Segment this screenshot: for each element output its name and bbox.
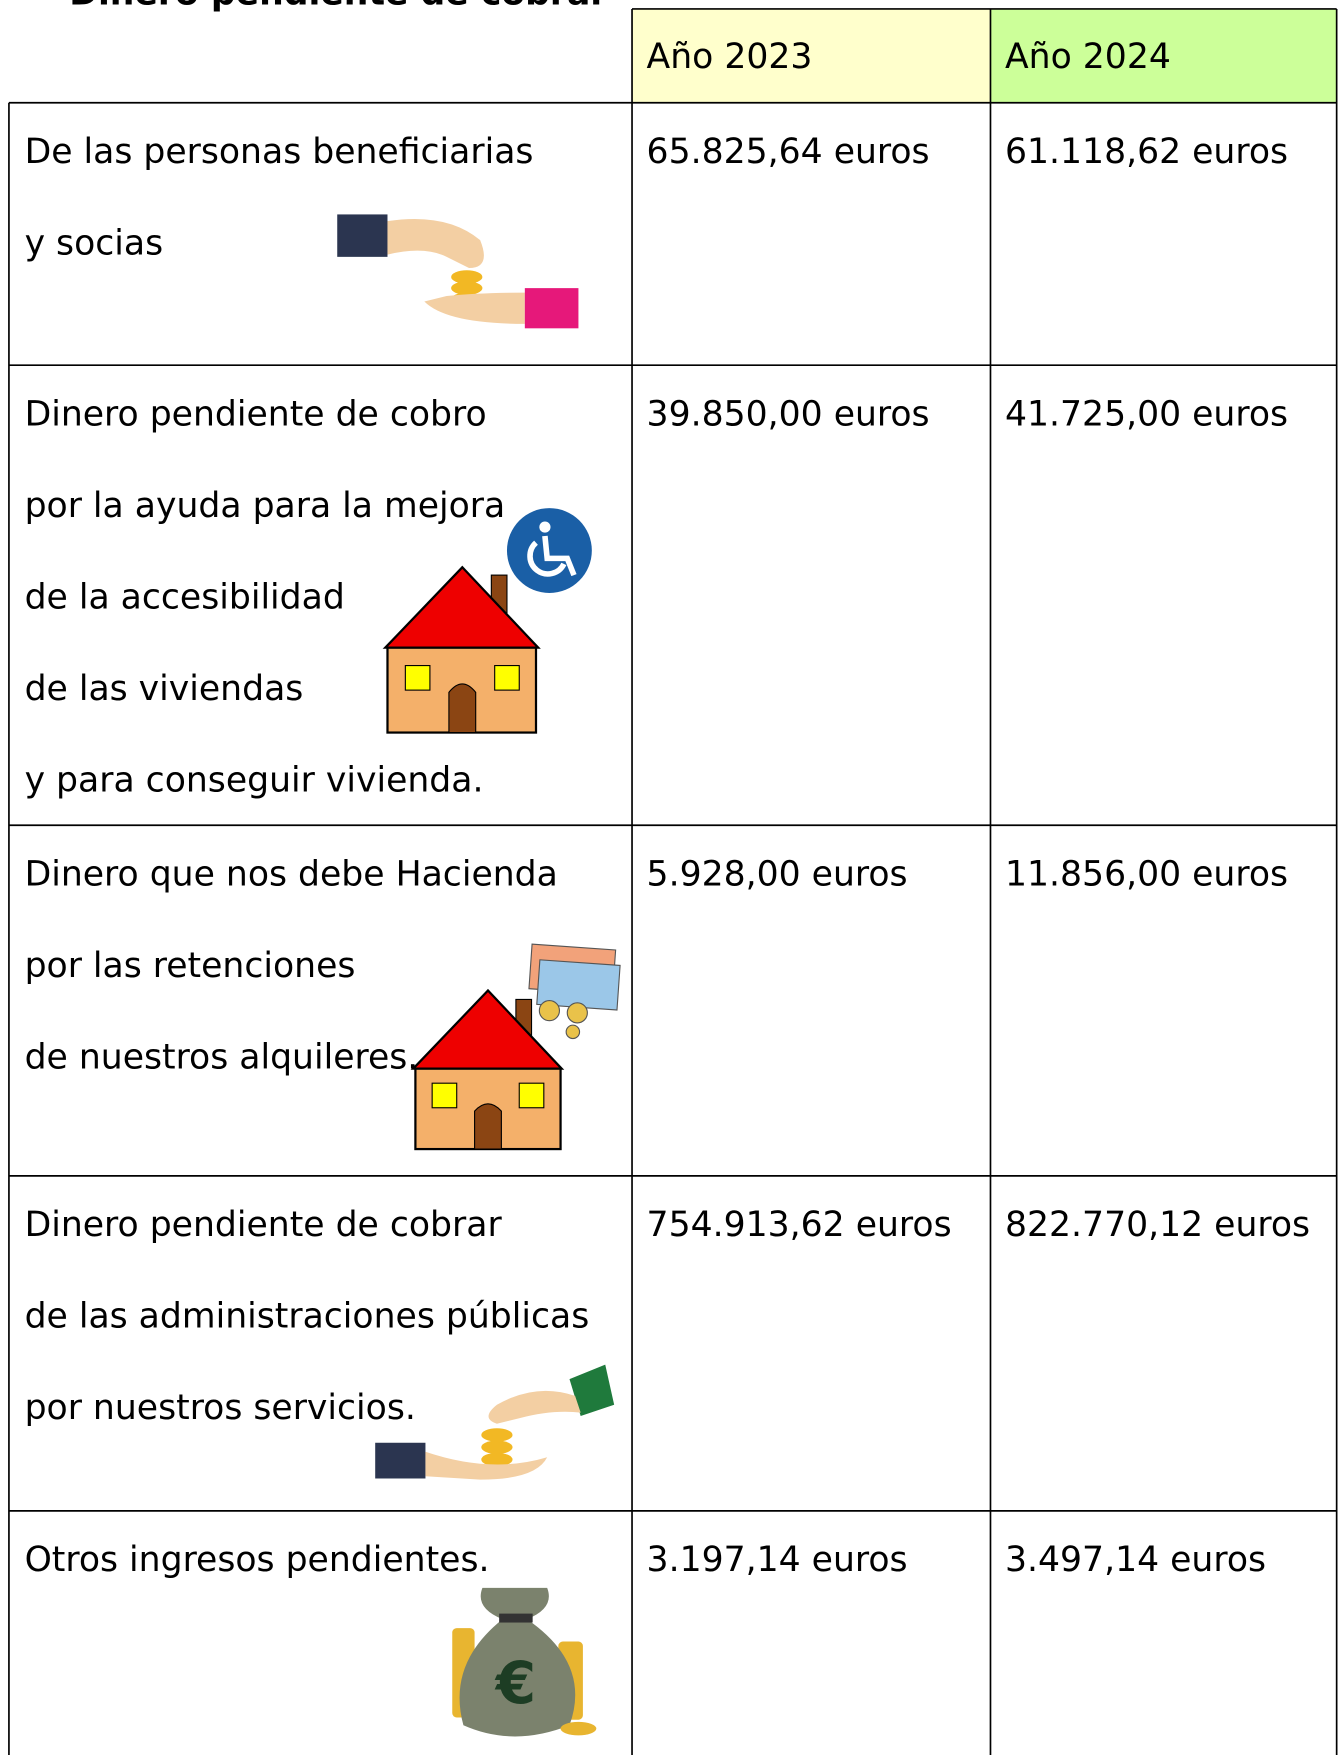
amount: 822.770,12 euros (1005, 1205, 1310, 1245)
concept-line: por la ayuda para la mejora (25, 486, 506, 526)
icon-money-bag: € (452, 1588, 596, 1737)
concept-line: por nuestros servicios. (25, 1388, 416, 1428)
amount: 5.928,00 euros (647, 854, 908, 894)
amount: 39.850,00 euros (647, 394, 930, 434)
concept-line: de la accesibilidad (25, 578, 345, 618)
concept-line: Dinero que nos debe Hacienda (25, 854, 558, 894)
amount: 11.856,00 euros (1005, 854, 1288, 894)
concept-line: Otros ingresos pendientes. (25, 1540, 490, 1580)
concept-line: de las viviendas (25, 669, 304, 709)
concept-line: de nuestros alquileres. (25, 1038, 419, 1078)
column-header: Año 2023 (647, 37, 813, 77)
amount: 65.825,64 euros (647, 132, 930, 172)
icon-house-money (413, 944, 620, 1149)
page: {"title": "Dinero pendiente de cobrar", … (0, 0, 1340, 1755)
amount: 41.725,00 euros (1005, 394, 1288, 434)
svg-text:€: € (494, 1649, 536, 1717)
concept-line: Dinero pendiente de cobrar (25, 1205, 503, 1245)
concept-line: y para conseguir vivienda. (25, 761, 484, 801)
amount: 3.497,14 euros (1005, 1540, 1266, 1580)
amount: 3.197,14 euros (647, 1540, 908, 1580)
amount: 61.118,62 euros (1005, 132, 1288, 172)
column-header: Año 2024 (1005, 37, 1171, 77)
concept-line: De las personas beneficiarias (25, 132, 534, 172)
concept-line: de las administraciones públicas (25, 1297, 590, 1337)
amount: 754.913,62 euros (647, 1205, 952, 1245)
concept-line: Dinero pendiente de cobro (25, 394, 487, 434)
concept-line: por las retenciones (25, 946, 356, 986)
document: Dinero pendiente de cobrar (0, 0, 1340, 1755)
title: Dinero pendiente de cobrar (69, 0, 607, 13)
icon-hands-coins (337, 214, 578, 328)
icon-house-accessibility (385, 508, 592, 732)
concept-line: y socias (25, 224, 164, 264)
